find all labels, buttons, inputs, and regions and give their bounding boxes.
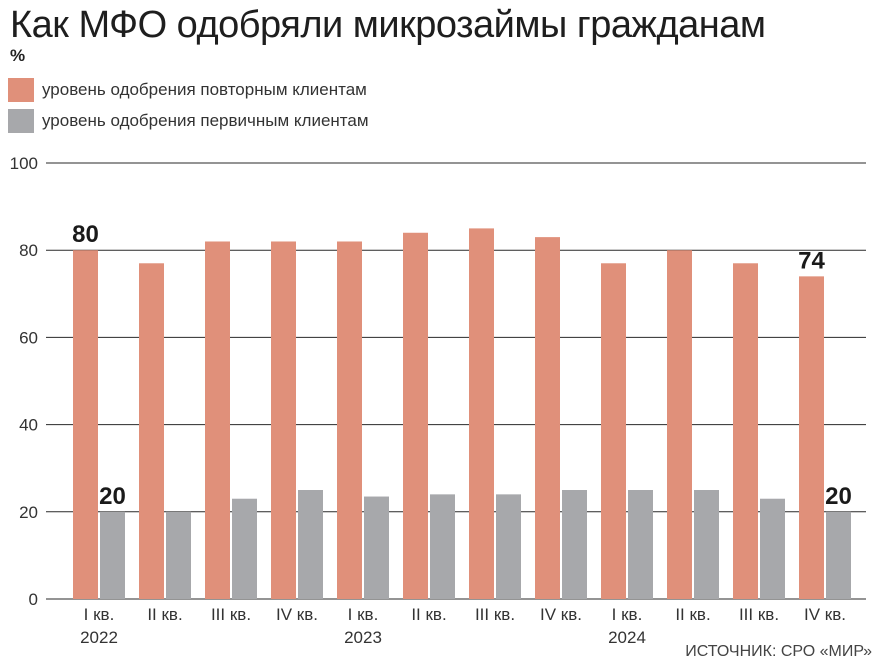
bars [73, 228, 851, 600]
y-tick-label: 0 [29, 590, 38, 609]
bar-first-8 [628, 490, 653, 599]
unit-label: % [10, 46, 26, 65]
bar-repeat-5 [403, 232, 428, 599]
y-tick-label: 20 [19, 503, 38, 522]
bar-first-2 [232, 498, 257, 599]
legend-swatch-first [8, 109, 34, 133]
data-label: 20 [825, 483, 852, 510]
data-label: 80 [72, 221, 99, 248]
source-note: ИСТОЧНИК: СРО «МИР» [685, 643, 872, 660]
bar-repeat-3 [271, 241, 296, 600]
bar-repeat-8 [601, 263, 626, 599]
legend-label-repeat: уровень одобрения повторным клиентам [42, 80, 367, 99]
x-tick-label: II кв. [147, 605, 182, 624]
gridlines [46, 162, 866, 600]
labels: 0 20 40 60 80 100 80 20 74 20 I кв. II кв. III кв. IV… [10, 154, 852, 647]
legend-item-first: уровень одобрения первичным клиентам [8, 109, 369, 133]
bar-first-5 [430, 494, 455, 599]
bar-first-1 [166, 511, 191, 599]
bar-repeat-10 [733, 263, 758, 599]
x-tick-label: I кв. [348, 605, 379, 624]
bar-repeat-9 [667, 250, 692, 599]
legend-label-first: уровень одобрения первичным клиентам [42, 111, 369, 130]
legend: уровень одобрения повторным клиентам уро… [8, 78, 369, 140]
chart-title: Как МФО одобряли микрозаймы гражданам [10, 4, 766, 46]
bar-repeat-11 [799, 276, 824, 599]
bar-repeat-7 [535, 237, 560, 599]
x-tick-label: I кв. [84, 605, 115, 624]
bar-first-10 [760, 498, 785, 599]
bar-repeat-4 [337, 241, 362, 600]
y-tick-label: 60 [19, 328, 38, 347]
bar-first-11 [826, 511, 851, 599]
x-tick-label: II кв. [411, 605, 446, 624]
x-tick-label: III кв. [739, 605, 779, 624]
bar-repeat-0 [73, 250, 98, 599]
year-label: 2022 [80, 628, 118, 647]
bar-repeat-2 [205, 241, 230, 600]
year-label: 2023 [344, 628, 382, 647]
y-tick-label: 100 [10, 154, 38, 173]
bar-first-4 [364, 496, 389, 599]
x-tick-label: IV кв. [540, 605, 582, 624]
data-label: 20 [99, 483, 126, 510]
y-tick-label: 80 [19, 241, 38, 260]
bar-first-6 [496, 494, 521, 599]
y-tick-label: 40 [19, 416, 38, 435]
legend-item-repeat: уровень одобрения повторным клиентам [8, 78, 369, 102]
x-tick-label: II кв. [675, 605, 710, 624]
x-tick-label: III кв. [475, 605, 515, 624]
data-label: 74 [798, 247, 825, 274]
bar-first-3 [298, 490, 323, 599]
x-tick-label: IV кв. [804, 605, 846, 624]
bar-first-7 [562, 490, 587, 599]
bar-first-9 [694, 490, 719, 599]
bar-repeat-6 [469, 228, 494, 599]
bar-repeat-1 [139, 263, 164, 599]
legend-swatch-repeat [8, 78, 34, 102]
bar-first-0 [100, 511, 125, 599]
x-tick-label: IV кв. [276, 605, 318, 624]
x-tick-label: III кв. [211, 605, 251, 624]
x-tick-label: I кв. [612, 605, 643, 624]
year-label: 2024 [608, 628, 646, 647]
